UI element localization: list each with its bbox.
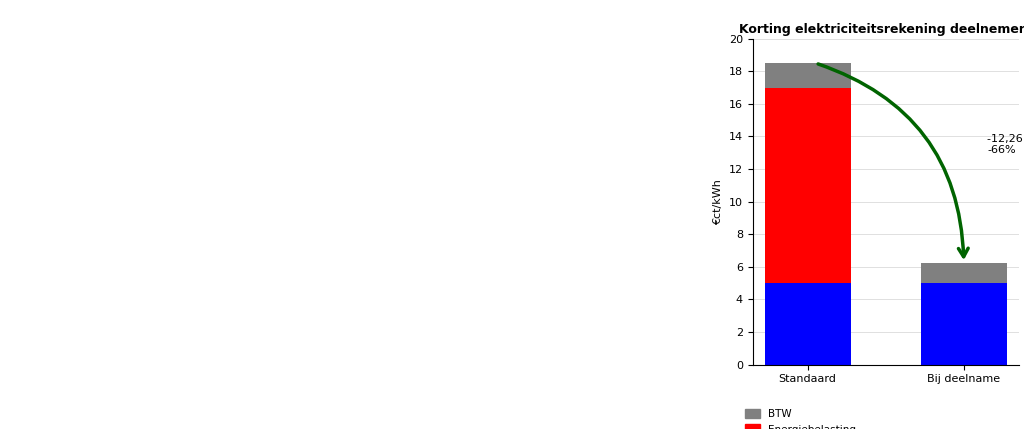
Legend: BTW, Energiebelasting, Levering: BTW, Energiebelasting, Levering: [744, 409, 856, 429]
Bar: [765, 283, 851, 365]
Bar: [765, 88, 851, 283]
Bar: [921, 283, 1007, 365]
Bar: [921, 263, 1007, 283]
Text: -12,26 €ct/kWh =
-66%: -12,26 €ct/kWh = -66%: [987, 134, 1024, 155]
Title: Korting elektriciteitsrekening deelnemers: Korting elektriciteitsrekening deelnemer…: [739, 23, 1024, 36]
Bar: [765, 63, 851, 88]
Y-axis label: €ct/kWh: €ct/kWh: [714, 179, 723, 224]
